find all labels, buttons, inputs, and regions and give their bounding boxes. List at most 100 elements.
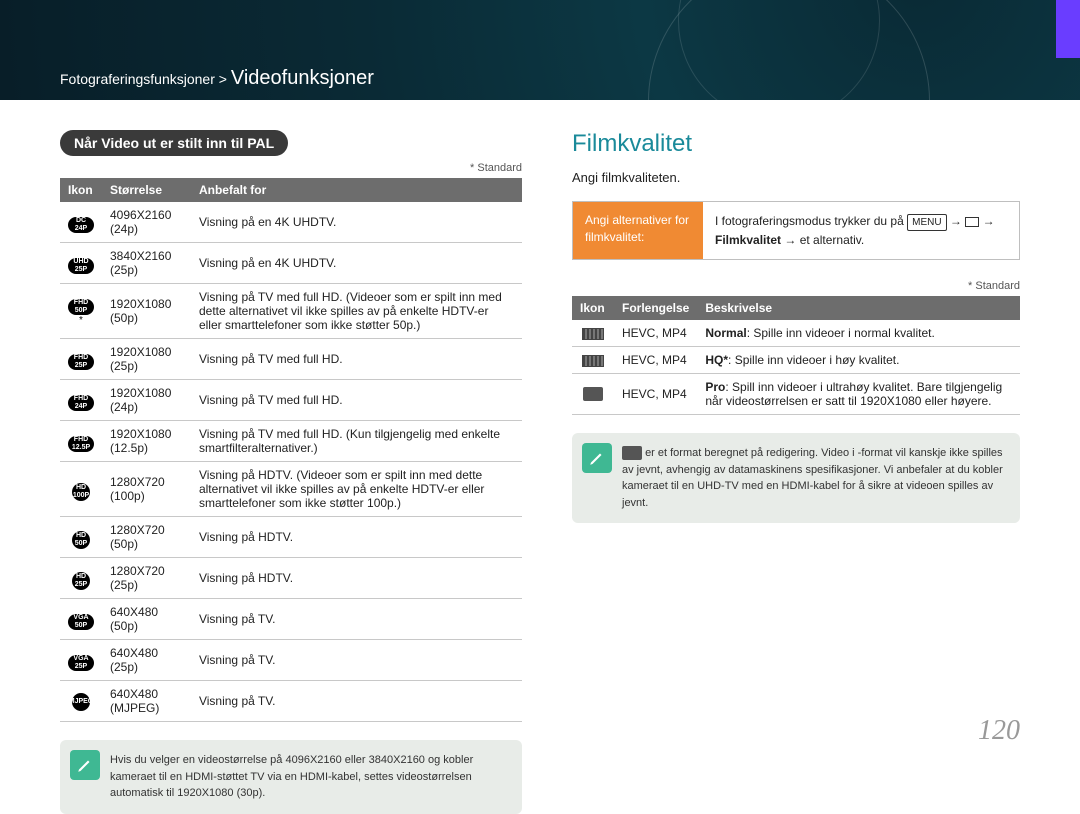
quality-icon-cell [572,347,614,374]
size-cell: 1280X720 (50p) [102,517,191,558]
table-row: HEVC, MP4HQ*: Spille inn videoer i høy k… [572,347,1020,374]
resolution-badge-icon: FHD50P [68,299,94,315]
resolution-badge-icon: FHD24P [68,395,94,411]
table-row: DC24P4096X2160 (24p)Visning på en 4K UHD… [60,202,522,243]
resolution-badge-icon: UHD25P [68,258,94,274]
table-row: HD100P1280X720 (100p)Visning på HDTV. (V… [60,462,522,517]
purple-tab [1056,0,1080,58]
rec-cell: Visning på TV. [191,599,522,640]
table-row: FHD25P 1920X1080 (25p)Visning på TV med f… [60,339,522,380]
resolution-badge-cell: HD100P [60,462,102,517]
resolution-badge-icon: FHD25P [68,354,94,370]
film-mode-icon [965,217,979,227]
desc-cell: Pro: Spill inn videoer i ultrahøy kvalit… [697,374,1020,415]
th-icon: Ikon [60,178,102,202]
filmkvalitet-bold: Filmkvalitet [715,233,781,247]
quality-table: Ikon Forlengelse Beskrivelse HEVC, MP4No… [572,296,1020,415]
opt-prefix: I fotograferingsmodus trykker du på [715,214,904,228]
resolution-badge-cell: DC24P [60,202,102,243]
page-number: 120 [978,715,1020,747]
resolution-table: Ikon Størrelse Anbefalt for DC24P4096X21… [60,178,522,722]
quality-name: Normal [705,326,746,340]
film-strip-icon [582,355,604,367]
default-star-icon: * [79,315,83,326]
desc-cell: Normal: Spille inn videoer i normal kval… [697,320,1020,347]
resolution-badge-cell: VGA50P [60,599,102,640]
resolution-badge-icon: VGA25P [68,655,94,671]
ext-cell: HEVC, MP4 [614,320,697,347]
quality-name: Pro [705,380,725,394]
size-cell: 1920X1080 (50p) [102,284,191,339]
left-note-text: Hvis du velger en videostørrelse på 4096… [110,754,473,799]
quality-desc: : Spille inn videoer i normal kvalitet. [747,326,935,340]
standard-note-left: * Standard [60,162,522,174]
size-cell: 1920X1080 (12.5p) [102,421,191,462]
size-cell: 640X480 (MJPEG) [102,681,191,722]
size-cell: 3840X2160 (25p) [102,243,191,284]
size-cell: 4096X2160 (24p) [102,202,191,243]
rec-cell: Visning på en 4K UHDTV. [191,243,522,284]
table-row: FHD12.5P1920X1080 (12.5p)Visning på TV m… [60,421,522,462]
rec-cell: Visning på TV med full HD. (Kun tilgjeng… [191,421,522,462]
quality-icon-cell [572,374,614,415]
right-note-text: er et format beregnet på redigering. Vid… [622,447,1003,509]
filmkvalitet-title: Filmkvalitet [572,130,1020,158]
table-row: VGA25P 640X480 (25p)Visning på TV. [60,640,522,681]
resolution-badge-cell: HD25P [60,558,102,599]
right-note-box: er et format beregnet på redigering. Vid… [572,433,1020,523]
resolution-badge-cell: VGA25P [60,640,102,681]
th-rec: Anbefalt for [191,178,522,202]
option-box-label: Angi alternativer for filmkvalitet: [573,202,703,259]
resolution-badge-cell: MJPEG [60,681,102,722]
resolution-badge-icon: VGA50P [68,614,94,630]
desc-cell: HQ*: Spille inn videoer i høy kvalitet. [697,347,1020,374]
header-banner: Fotograferingsfunksjoner > Videofunksjon… [0,0,1080,100]
resolution-badge-icon: MJPEG [72,693,90,711]
rec-cell: Visning på TV. [191,640,522,681]
breadcrumb-parent: Fotograferingsfunksjoner [60,71,215,87]
quality-icon-cell [572,320,614,347]
pro-format-icon [622,446,642,460]
th-q-icon: Ikon [572,296,614,320]
filmkvalitet-desc: Angi filmkvaliteten. [572,170,1020,185]
menu-key-icon: MENU [907,214,946,231]
table-row: FHD24P1920X1080 (24p)Visning på TV med f… [60,380,522,421]
table-row: HEVC, MP4Pro: Spill inn videoer i ultrah… [572,374,1020,415]
table-row: UHD25P 3840X2160 (25p)Visning på en 4K UH… [60,243,522,284]
standard-note-right: * Standard [572,280,1020,292]
size-cell: 1280X720 (25p) [102,558,191,599]
table-row: VGA50P640X480 (50p)Visning på TV. [60,599,522,640]
pen-icon [70,750,100,780]
breadcrumb: Fotograferingsfunksjoner > Videofunksjon… [60,67,374,90]
resolution-badge-icon: HD50P [72,531,90,549]
opt-suffix: et alternativ. [800,233,864,247]
quality-desc: : Spille inn videoer i høy kvalitet. [728,353,899,367]
resolution-badge-cell: FHD12.5P [60,421,102,462]
table-row: HEVC, MP4Normal: Spille inn videoer i no… [572,320,1020,347]
breadcrumb-sep: > [219,71,227,87]
right-column: Filmkvalitet Angi filmkvaliteten. Angi a… [572,130,1020,814]
resolution-badge-cell: FHD50P* [60,284,102,339]
quality-desc: : Spill inn videoer i ultrahøy kvalitet.… [705,380,1002,408]
content-area: Når Video ut er stilt inn til PAL * Stan… [0,100,1080,814]
th-q-ext: Forlengelse [614,296,697,320]
rec-cell: Visning på TV med full HD. [191,380,522,421]
pro-strip-icon [583,387,603,401]
breadcrumb-current: Videofunksjoner [231,67,374,89]
resolution-badge-cell: HD50P [60,517,102,558]
film-strip-icon [582,328,604,340]
size-cell: 1920X1080 (25p) [102,339,191,380]
resolution-badge-icon: DC24P [68,217,94,233]
resolution-badge-icon: HD100P [72,483,90,501]
rec-cell: Visning på TV med full HD. [191,339,522,380]
option-box: Angi alternativer for filmkvalitet: I fo… [572,201,1020,260]
rec-cell: Visning på HDTV. [191,517,522,558]
option-box-instruction: I fotograferingsmodus trykker du på MENU… [703,202,1019,259]
pal-pill-header: Når Video ut er stilt inn til PAL [60,130,288,156]
resolution-badge-cell: FHD25P [60,339,102,380]
size-cell: 640X480 (25p) [102,640,191,681]
arrow2: → [983,214,995,228]
resolution-badge-cell: FHD24P [60,380,102,421]
table-row: MJPEG640X480 (MJPEG)Visning på TV. [60,681,522,722]
resolution-badge-icon: HD25P [72,572,90,590]
